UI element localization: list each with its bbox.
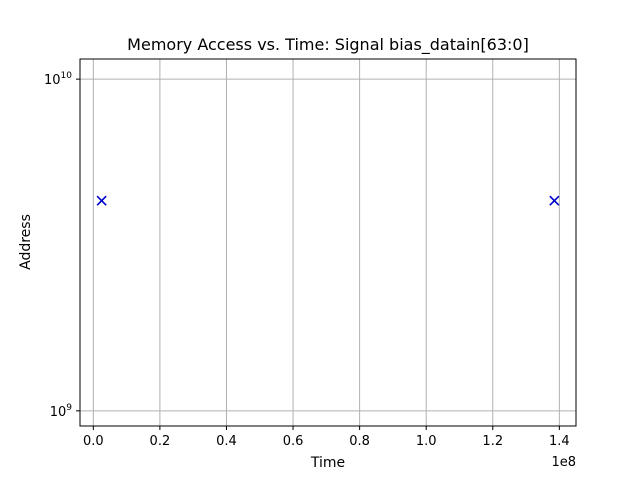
chart-title: Memory Access vs. Time: Signal bias_data… (127, 35, 529, 55)
x-offset-label: 1e8 (551, 455, 576, 470)
y-axis-label: Address (18, 214, 34, 270)
y-tick-label: 109 (50, 403, 73, 420)
x-tick-label: 1.0 (416, 434, 437, 449)
x-tick-label: 0.6 (283, 434, 304, 449)
x-tick-label: 0.2 (150, 434, 171, 449)
x-axis-label: Time (310, 455, 345, 471)
y-axis-ticks: 109 1010 (44, 71, 80, 420)
plot-frame (79, 58, 577, 427)
x-axis-ticks: 0.0 0.2 0.4 0.6 0.8 1.0 1.2 1.4 (83, 426, 570, 449)
x-tick-label: 0.4 (216, 434, 237, 449)
x-tick-label: 1.4 (549, 434, 570, 449)
x-tick-label: 0.0 (83, 434, 104, 449)
y-tick-label: 1010 (44, 71, 72, 88)
data-point-marker (96, 195, 107, 206)
data-point-marker (549, 195, 560, 206)
grid (80, 59, 576, 426)
data-points (96, 195, 560, 206)
x-tick-label: 1.2 (482, 434, 503, 449)
x-tick-label: 0.8 (349, 434, 370, 449)
